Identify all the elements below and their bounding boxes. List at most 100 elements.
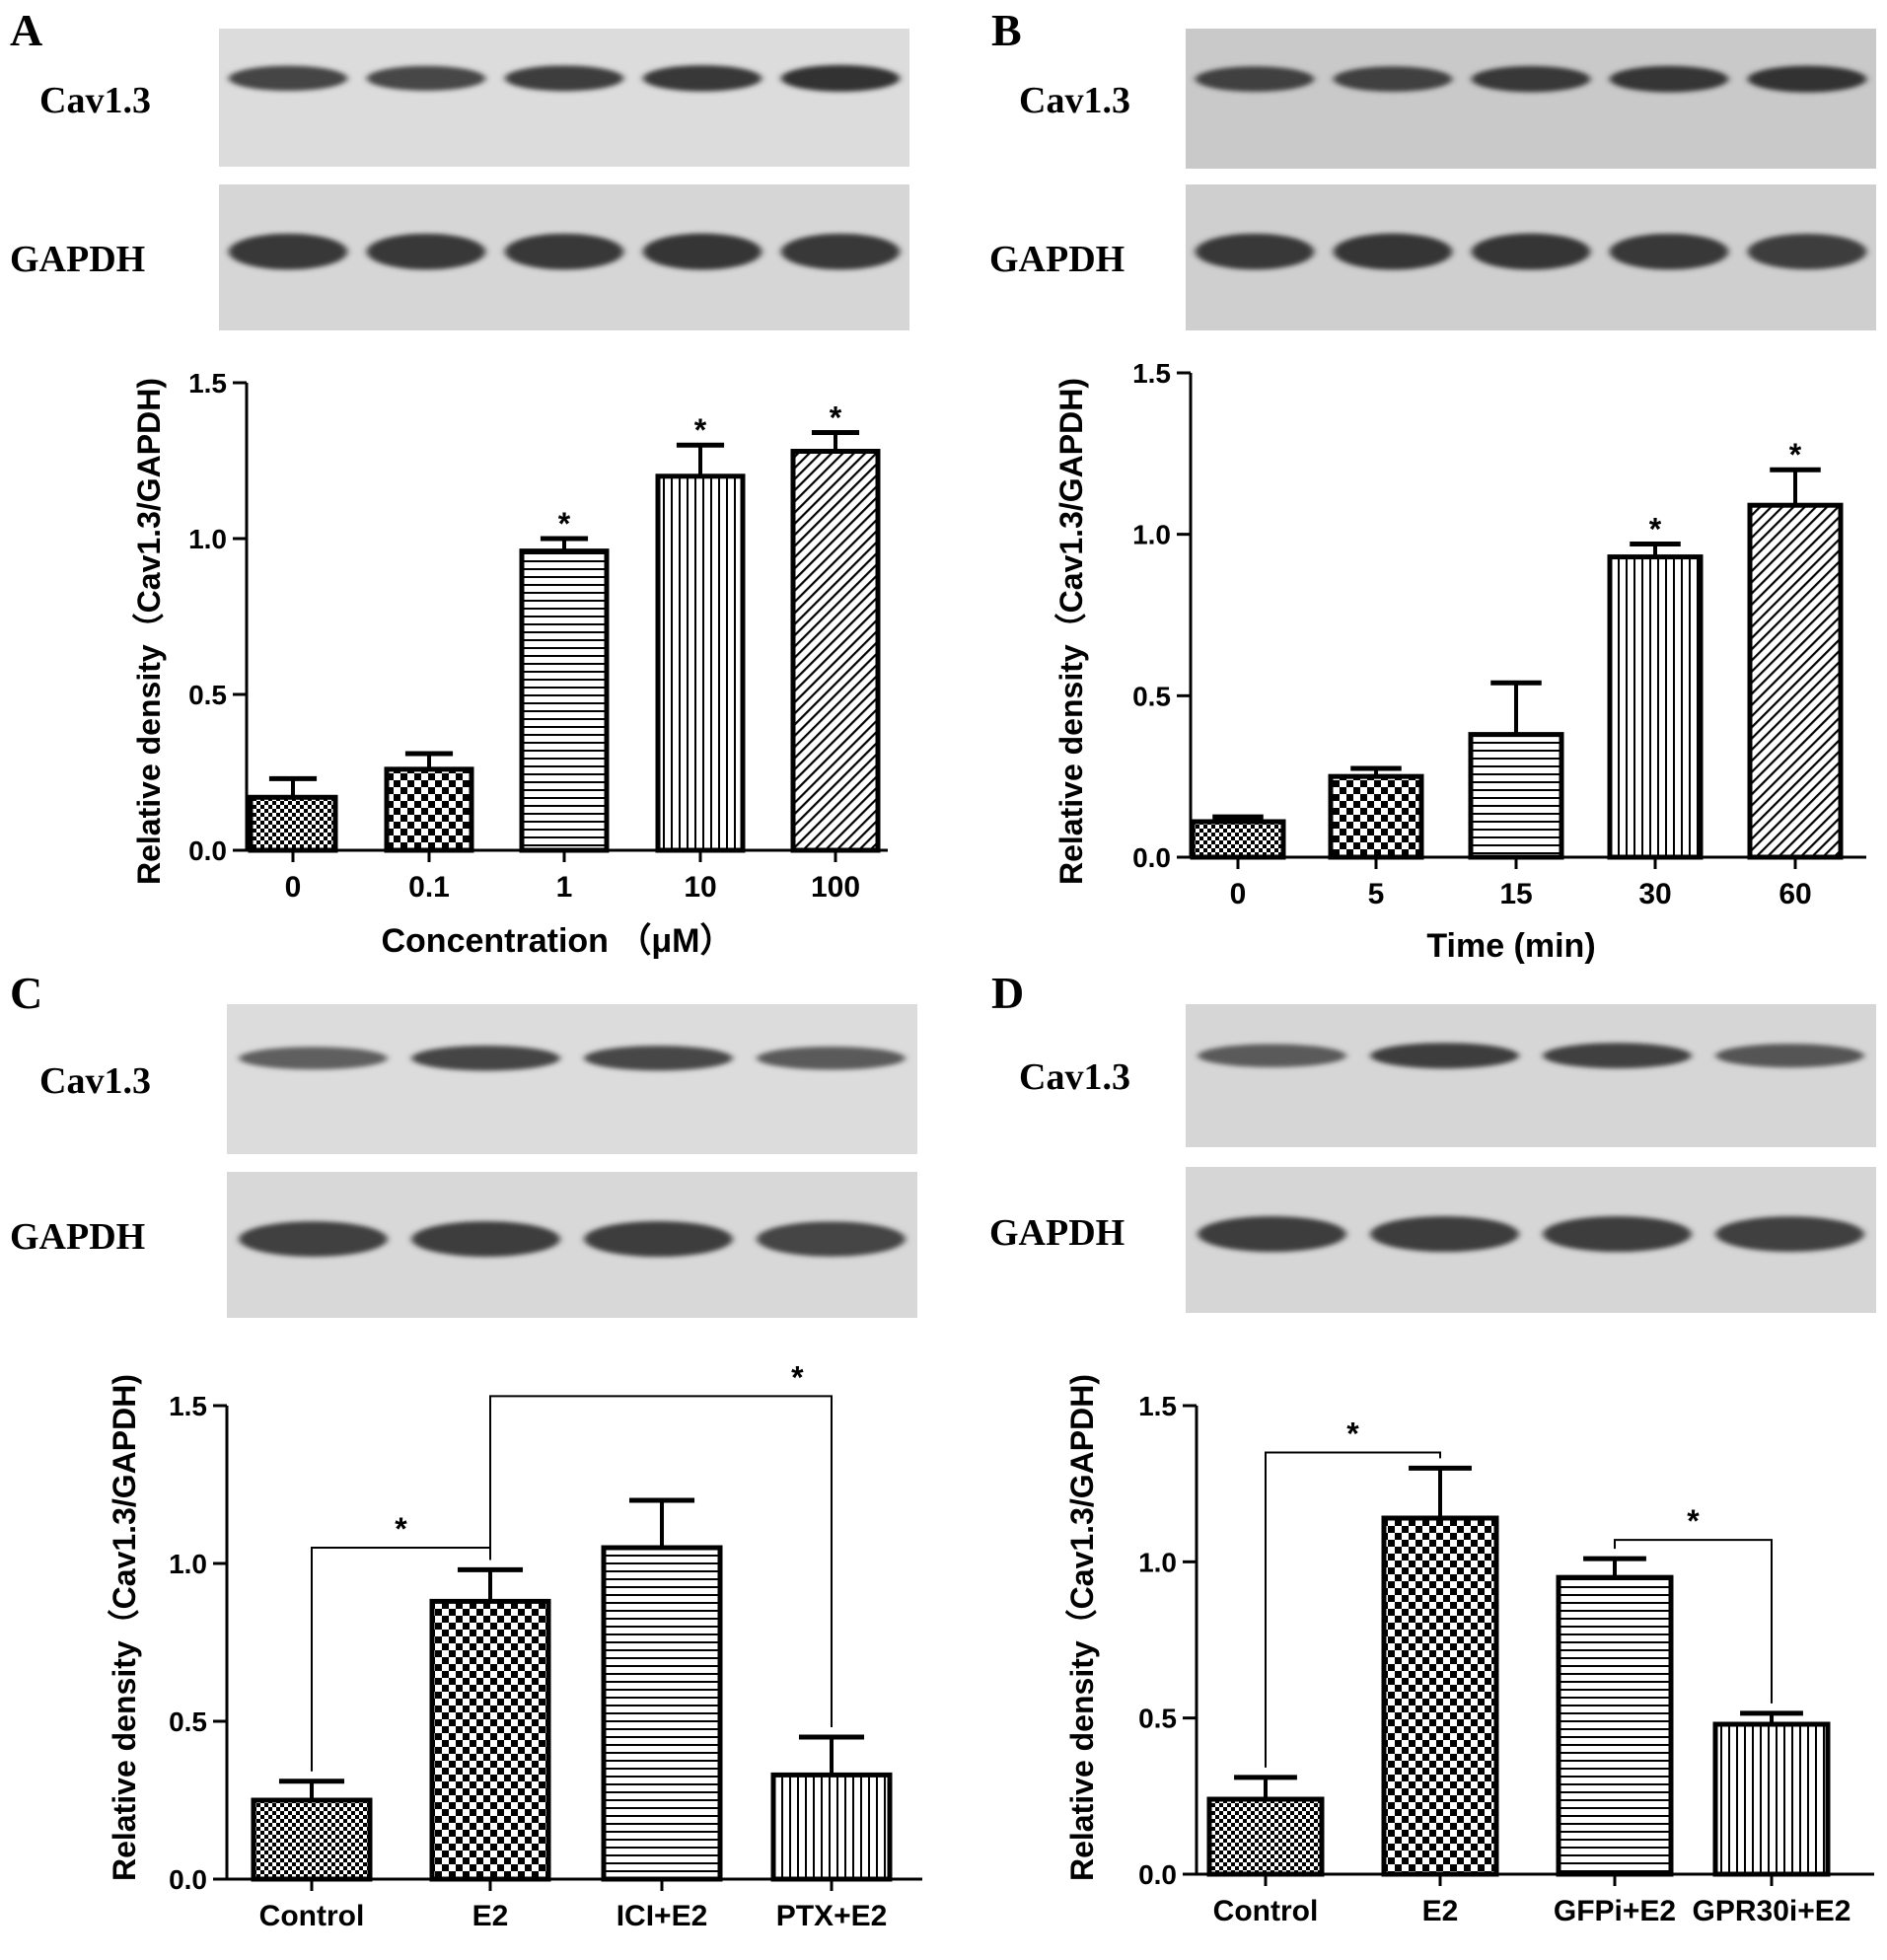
panel-letter-b: B (991, 5, 1022, 55)
blot-band (228, 65, 348, 92)
bar (519, 548, 610, 853)
bar (770, 1772, 893, 1882)
y-tick-label: 1.5 (169, 1391, 207, 1421)
blot-band (1715, 1216, 1864, 1252)
x-tick-label: E2 (472, 1900, 509, 1932)
bar (790, 449, 881, 853)
blot-band (642, 65, 762, 92)
x-tick-label: Control (259, 1900, 365, 1932)
bar (248, 794, 338, 853)
blot-band (239, 1047, 388, 1070)
x-axis-label: Concentration （μM） (381, 921, 733, 960)
blot-band (1195, 66, 1315, 93)
y-tick-label: 1.0 (1132, 520, 1171, 550)
y-tick-label: 1.5 (1138, 1391, 1177, 1421)
x-tick-label: GFPi+E2 (1554, 1895, 1676, 1927)
gapdh-blot-b (1186, 184, 1876, 330)
blot-label-cav-c: Cav1.3 (39, 1060, 151, 1102)
bar (1556, 1574, 1674, 1877)
y-axis-label: Relative density（Cav1.3/GAPDH) (131, 378, 167, 885)
panel-letter-d: D (991, 968, 1024, 1018)
blot-band (1715, 1044, 1864, 1068)
comparison-mark: * (395, 1511, 407, 1547)
blot-band (411, 1045, 560, 1071)
bar (1328, 773, 1424, 860)
significance-mark: * (1649, 511, 1662, 546)
y-tick-label: 0.5 (1132, 681, 1171, 711)
blot-band (757, 1221, 906, 1257)
blot-band (1195, 233, 1315, 270)
x-tick-label: ICI+E2 (617, 1900, 708, 1932)
blot-band (504, 65, 624, 92)
y-tick-label: 0.5 (1138, 1704, 1177, 1734)
blot-band (239, 1221, 388, 1257)
y-tick-label: 1.0 (188, 524, 227, 554)
blot-label-gapdh-b: GAPDH (989, 239, 1125, 280)
blot-band (584, 1046, 733, 1071)
blot-band (1333, 233, 1453, 270)
x-tick-label: Control (1213, 1895, 1319, 1927)
gapdh-blot-c (227, 1172, 917, 1318)
panel-letter-c: C (10, 968, 42, 1018)
comparison-mark: * (1346, 1416, 1359, 1452)
cav-blot-a (219, 29, 909, 167)
bar-chart-c: 0.0 0.5 1.0 1.5 Control E2 ICI+E2 PTX+E2 * * Relat… (107, 1359, 922, 1932)
blot-band (780, 64, 901, 92)
y-tick-label: 0.0 (188, 835, 227, 866)
blot-band (1543, 1043, 1692, 1069)
bar (601, 1545, 723, 1882)
blot-band (1370, 1215, 1519, 1253)
blot-label-cav-d: Cav1.3 (1019, 1056, 1130, 1098)
significance-mark: * (830, 400, 842, 436)
blot-band (504, 233, 624, 270)
blot-band (366, 65, 486, 91)
bar (384, 766, 474, 853)
blot-band (1747, 65, 1867, 93)
y-tick-label: 0.5 (169, 1706, 207, 1737)
bar (1190, 819, 1286, 860)
x-tick-label: 0 (1230, 878, 1247, 910)
comparison-bracket (1614, 1539, 1773, 1704)
blot-band (584, 1220, 733, 1258)
y-axis-label: Relative density（Cav1.3/GAPDH) (1053, 378, 1089, 885)
blot-band (1198, 1044, 1346, 1067)
cav-blot-d (1186, 1004, 1876, 1147)
y-tick-label: 0.5 (188, 680, 227, 710)
blot-band (1370, 1043, 1519, 1069)
x-tick-label: 0 (285, 871, 302, 904)
bar (1381, 1515, 1499, 1877)
y-tick-label: 0.0 (1132, 842, 1171, 873)
y-axis-label: Relative density（Cav1.3/GAPDH) (107, 1374, 142, 1881)
gapdh-blot-d (1186, 1167, 1876, 1313)
x-tick-label: 1 (556, 871, 573, 904)
significance-mark: * (694, 412, 707, 448)
cav-blot-c (227, 1004, 917, 1154)
bar (1712, 1721, 1831, 1877)
x-tick-label: 60 (1778, 878, 1811, 910)
cav-blot-b (1186, 29, 1876, 169)
blot-band (642, 233, 762, 270)
blot-band (228, 233, 348, 270)
x-tick-label: PTX+E2 (776, 1900, 888, 1932)
x-tick-label: 0.1 (408, 871, 450, 904)
y-tick-label: 1.5 (1132, 358, 1171, 389)
comparison-bracket (489, 1395, 833, 1727)
x-tick-label: 10 (684, 871, 716, 904)
x-tick-label: 15 (1499, 878, 1532, 910)
bar (655, 473, 746, 853)
bar (1206, 1796, 1325, 1877)
x-tick-label: 100 (811, 871, 860, 904)
bar-chart-b: 0.0 0.5 1.0 1.5 0 5 15 30 * 60 * Relative density（C… (1053, 358, 1866, 965)
blot-band (1543, 1215, 1692, 1253)
bar (429, 1598, 551, 1882)
blot-label-gapdh-a: GAPDH (10, 239, 145, 280)
blot-band (1609, 65, 1729, 93)
panel-letter-a: A (10, 5, 42, 55)
bar (1468, 732, 1564, 860)
y-tick-label: 0.0 (169, 1864, 207, 1895)
comparison-mark: * (791, 1359, 804, 1395)
blot-band (1333, 66, 1453, 93)
x-axis-label: Time (min) (1426, 927, 1595, 965)
blot-label-cav-a: Cav1.3 (39, 80, 151, 121)
blot-band (1198, 1215, 1346, 1253)
